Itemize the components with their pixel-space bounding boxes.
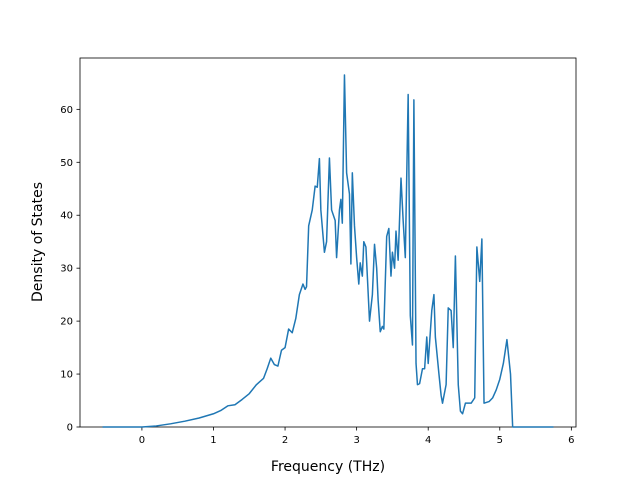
x-tick-label: 4 (425, 435, 431, 446)
y-tick-label: 50 (60, 158, 73, 169)
x-tick-label: 2 (282, 435, 288, 446)
y-tick-label: 20 (60, 317, 73, 328)
x-tick-label: 3 (353, 435, 359, 446)
x-axis-label: Frequency (THz) (271, 459, 385, 475)
x-tick-label: 6 (568, 435, 574, 446)
line (102, 74, 554, 428)
y-tick-label: 60 (60, 105, 73, 116)
y-tick-label: 40 (60, 211, 73, 222)
y-tick-label: 30 (60, 264, 73, 275)
y-tick-label: 0 (67, 423, 73, 434)
x-tick-label: 5 (497, 435, 503, 446)
x-tick-label: 0 (139, 435, 145, 446)
plot-frame (79, 57, 577, 428)
y-axis-label: Density of States (30, 182, 46, 302)
y-tick-label: 10 (60, 370, 73, 381)
x-tick-label: 1 (210, 435, 216, 446)
